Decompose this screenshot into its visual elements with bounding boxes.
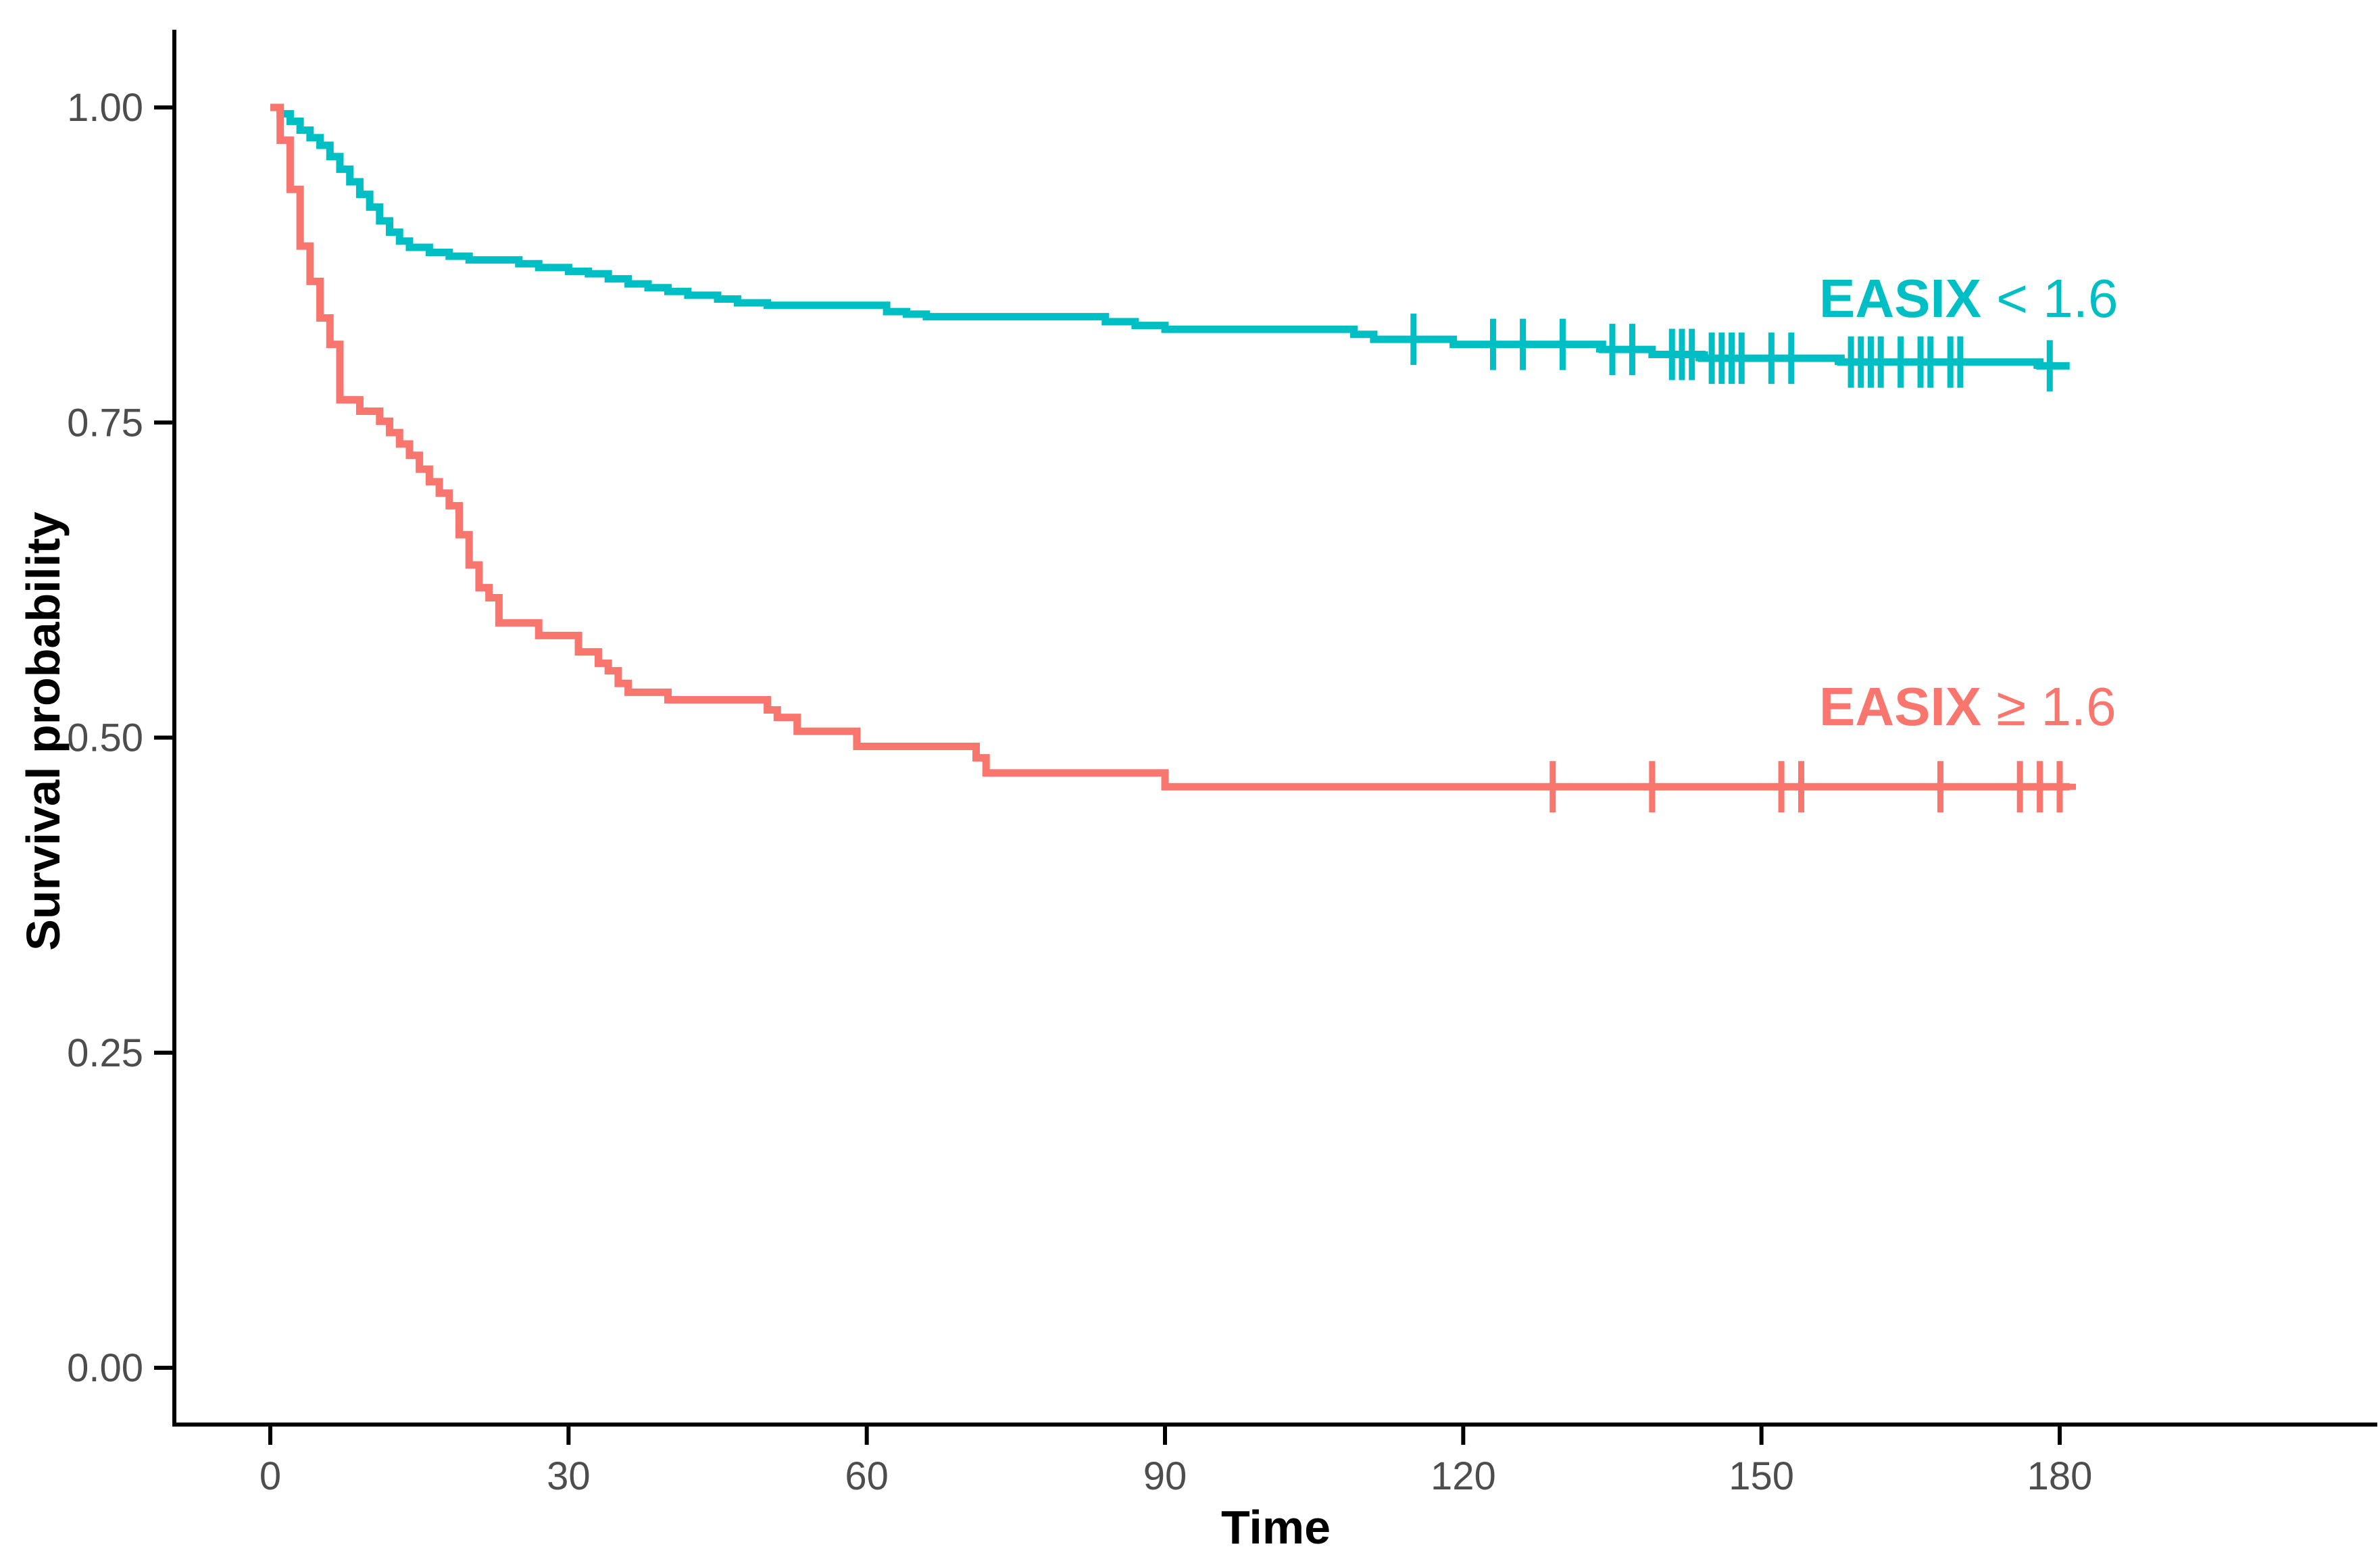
series-label-easix-ge-1.6: EASIX ≥ 1.6 — [1819, 677, 2116, 737]
series-label-easix-ge-1.6-threshold: ≥ 1.6 — [1981, 676, 2116, 737]
y-axis-title: Survival probability — [17, 512, 70, 951]
x-tick-label: 60 — [845, 1454, 889, 1498]
y-tick-label: 1.00 — [67, 86, 143, 130]
x-tick-label: 120 — [1431, 1454, 1496, 1498]
series-label-easix-lt-1.6-name: EASIX — [1819, 268, 1982, 328]
y-tick-label: 0.25 — [67, 1031, 143, 1075]
km-curve-easix-ge-1.6 — [270, 103, 2070, 791]
x-tick-label: 0 — [259, 1454, 281, 1498]
y-tick-label: 0.75 — [67, 401, 143, 445]
x-tick-label: 90 — [1143, 1454, 1187, 1498]
y-tick-label: 0.50 — [67, 716, 143, 760]
series-label-easix-ge-1.6-name: EASIX — [1819, 676, 1982, 737]
x-tick-label: 30 — [547, 1454, 591, 1498]
x-axis-title: Time — [1220, 1501, 1331, 1554]
series-label-easix-lt-1.6: EASIX < 1.6 — [1819, 269, 2118, 328]
x-tick-label: 180 — [2027, 1454, 2093, 1498]
y-tick-label: 0.00 — [67, 1346, 143, 1390]
x-tick-label: 150 — [1729, 1454, 1794, 1498]
km-curve-easix-lt-1.6 — [270, 103, 2070, 370]
series-label-easix-lt-1.6-threshold: < 1.6 — [1981, 268, 2118, 328]
